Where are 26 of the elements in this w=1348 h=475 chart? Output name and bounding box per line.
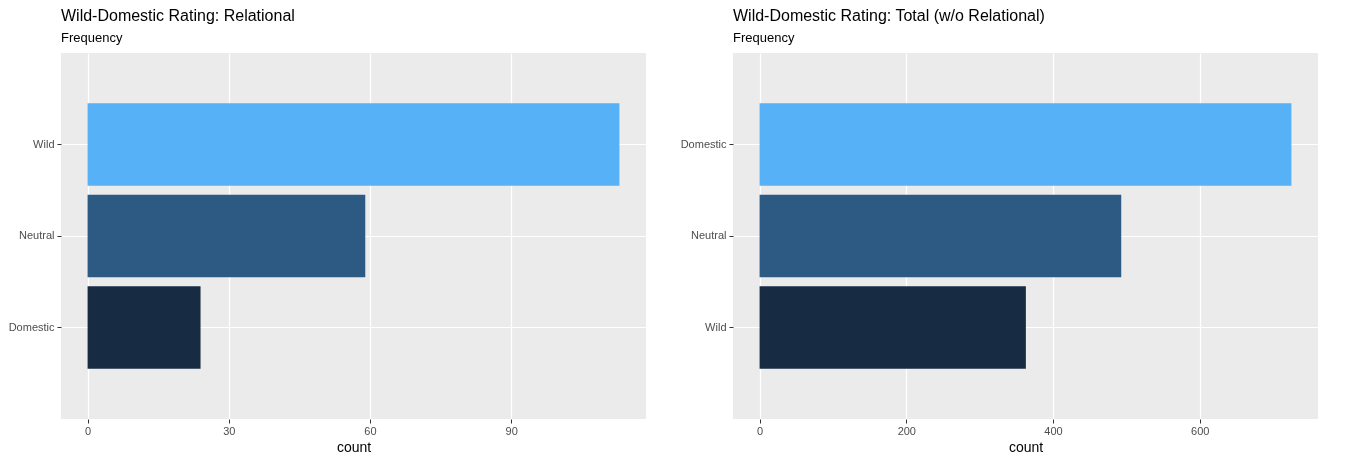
x-tick-label: 0 (757, 424, 764, 437)
y-tick-label: Domestic (8, 320, 55, 333)
x-axis-title: count (336, 438, 372, 455)
chart-title: Wild-Domestic Rating: Total (w/o Relational) (733, 7, 1045, 24)
x-tick-label: 90 (505, 424, 518, 437)
y-tick-label: Domestic (680, 137, 727, 150)
x-tick-label: 0 (85, 424, 92, 437)
x-axis-title: count (1008, 438, 1044, 455)
bar (759, 194, 1122, 278)
y-tick-label: Wild (705, 320, 727, 333)
bar (87, 286, 201, 369)
bar (759, 286, 1026, 369)
x-tick-label: 200 (897, 424, 916, 437)
x-tick-label: 400 (1044, 424, 1063, 437)
x-tick-label: 600 (1191, 424, 1210, 437)
chart-title: Wild-Domestic Rating: Relational (61, 7, 295, 24)
y-tick-label: Neutral (19, 229, 55, 241)
bar (87, 194, 366, 278)
chart-subtitle: Frequency (733, 30, 795, 45)
y-tick-label: Wild (33, 137, 55, 150)
x-tick-label: 30 (223, 424, 236, 437)
bar (759, 103, 1292, 186)
y-tick-label: Neutral (691, 229, 727, 241)
bar (87, 103, 620, 186)
chart-subtitle: Frequency (61, 30, 123, 45)
x-tick-label: 60 (364, 424, 377, 437)
